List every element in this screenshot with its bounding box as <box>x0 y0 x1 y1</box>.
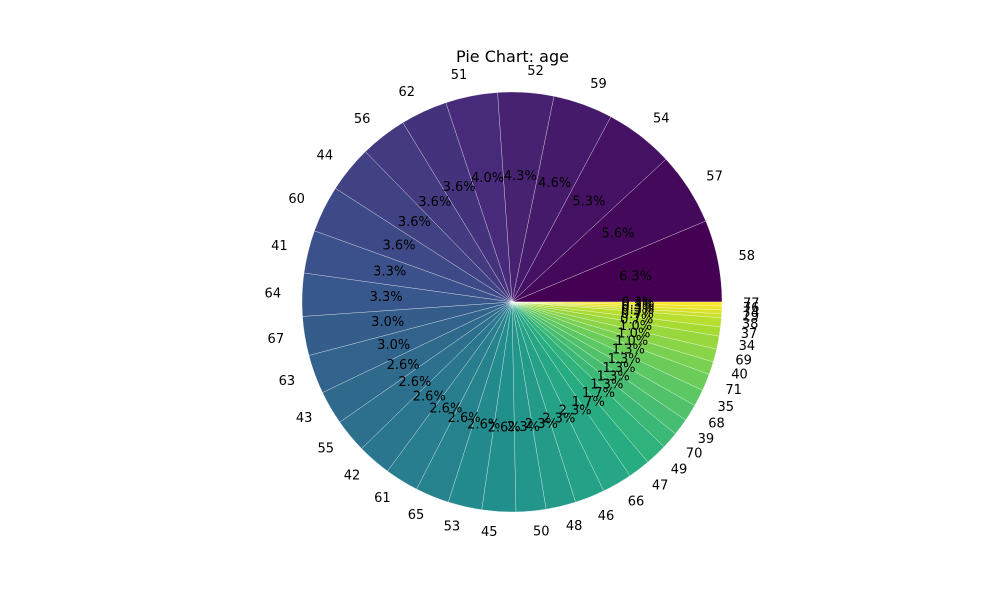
slice-percent-label: 3.0% <box>371 315 404 330</box>
slice-label: 56 <box>354 112 371 127</box>
slice-label: 42 <box>344 469 361 484</box>
slice-percent-label: 5.3% <box>572 195 605 210</box>
slice-percent-label: 2.6% <box>488 420 521 435</box>
slice-percent-label: 0.7% <box>620 312 653 327</box>
slice-percent-label: 3.0% <box>377 338 410 353</box>
slice-percent-label: 2.6% <box>398 375 431 390</box>
slice-percent-label: 2.3% <box>507 420 540 435</box>
slice-label: 68 <box>708 416 725 431</box>
slice-label: 40 <box>731 367 748 382</box>
slice-percent-label: 2.6% <box>413 390 446 405</box>
slice-percent-label: 1.7% <box>572 395 605 410</box>
slice-label: 60 <box>288 192 305 207</box>
slice-label: 50 <box>533 525 550 540</box>
slice-percent-label: 3.3% <box>370 290 403 305</box>
slice-label: 69 <box>735 353 752 368</box>
slice-percent-label: 0.3% <box>621 296 654 311</box>
slice-label: 41 <box>271 239 288 254</box>
slice-label: 53 <box>444 520 461 535</box>
slice-percent-label: 1.3% <box>602 361 635 376</box>
chart-title: Pie Chart: age <box>456 47 569 66</box>
slice-label: 57 <box>706 170 723 185</box>
slice-label: 54 <box>653 112 670 127</box>
slice-labels: 58 57 54 59 52 51 62 56 44 60 41 64 67 63 43 55 42 61 65 53… <box>265 64 760 540</box>
slice-label: 29 <box>743 310 760 325</box>
slice-percent-label: 1.0% <box>617 327 650 342</box>
slice-percent-label: 2.6% <box>387 358 420 373</box>
slice-label: 49 <box>671 462 688 477</box>
slice-label: 37 <box>741 327 758 342</box>
slice-percent-label: 0.3% <box>621 303 654 318</box>
slice-label: 71 <box>725 383 742 398</box>
slice-label: 48 <box>566 519 583 534</box>
slice-label: 77 <box>743 297 760 312</box>
slice-label: 51 <box>451 68 468 83</box>
slice-label: 55 <box>317 442 334 457</box>
slice-label: 43 <box>296 411 313 426</box>
slice-label: 66 <box>628 494 645 509</box>
slice-percent-label: 2.3% <box>542 412 575 427</box>
slice-label: 70 <box>686 447 703 462</box>
slice-percent-label: 2.6% <box>467 417 500 432</box>
slice-percent-label: 3.6% <box>398 215 431 230</box>
slice-percent-label: 2.6% <box>429 402 462 417</box>
slice-percent-label: 1.0% <box>619 319 652 334</box>
slice-percent-label: 2.6% <box>448 411 481 426</box>
slice-percent-label: 1.3% <box>590 378 623 393</box>
slice-label: 39 <box>698 432 715 447</box>
slice-percent-label: 5.6% <box>601 226 634 241</box>
slice-percent-label: 3.6% <box>418 195 451 210</box>
slice-label: 35 <box>718 400 735 415</box>
slice-label: 46 <box>598 509 615 524</box>
slice-label: 64 <box>265 287 282 302</box>
slice-label: 38 <box>742 317 759 332</box>
slice-percent-label: 4.0% <box>471 171 504 186</box>
pie-wedges <box>301 91 723 513</box>
slice-percent-label: 4.6% <box>538 176 571 191</box>
slice-label: 76 <box>743 301 760 316</box>
slice-label: 44 <box>317 148 334 163</box>
slice-label: 59 <box>590 77 607 92</box>
slice-label: 74 <box>743 305 760 320</box>
slice-percent-label: 6.3% <box>619 270 652 285</box>
slice-label: 62 <box>398 85 415 100</box>
slice-label: 61 <box>374 491 391 506</box>
slice-label: 47 <box>652 478 669 493</box>
slice-label: 34 <box>739 339 756 354</box>
slice-percent-label: 1.3% <box>597 370 630 385</box>
slice-label: 65 <box>408 508 425 523</box>
slice-percent-label: 3.6% <box>443 180 476 195</box>
slice-percent-label: 2.3% <box>525 417 558 432</box>
slice-percent-label: 1.0% <box>615 334 648 349</box>
slice-label: 45 <box>481 525 498 540</box>
percent-labels: 6.3%5.6%5.3%4.6%4.3%4.0%3.6%3.6%3.6%3.6%… <box>370 169 655 435</box>
slice-label: 58 <box>739 249 756 264</box>
slice-percent-label: 1.7% <box>582 386 615 401</box>
pie-slice-77 <box>511 301 723 307</box>
slice-percent-label: 3.6% <box>382 239 415 254</box>
slice-label: 67 <box>268 332 285 347</box>
slice-percent-label: 3.3% <box>373 264 406 279</box>
slice-percent-label: 4.3% <box>504 169 537 184</box>
slice-percent-label: 1.3% <box>608 352 641 367</box>
slice-label: 63 <box>279 374 296 389</box>
slice-percent-label: 2.3% <box>559 404 592 419</box>
slice-label: 52 <box>527 64 544 79</box>
slice-percent-label: 0.7% <box>621 307 654 322</box>
slice-percent-label: 1.3% <box>612 343 645 358</box>
slice-percent-label: 0.3% <box>621 298 654 313</box>
slice-percent-label: 0.3% <box>621 300 654 315</box>
